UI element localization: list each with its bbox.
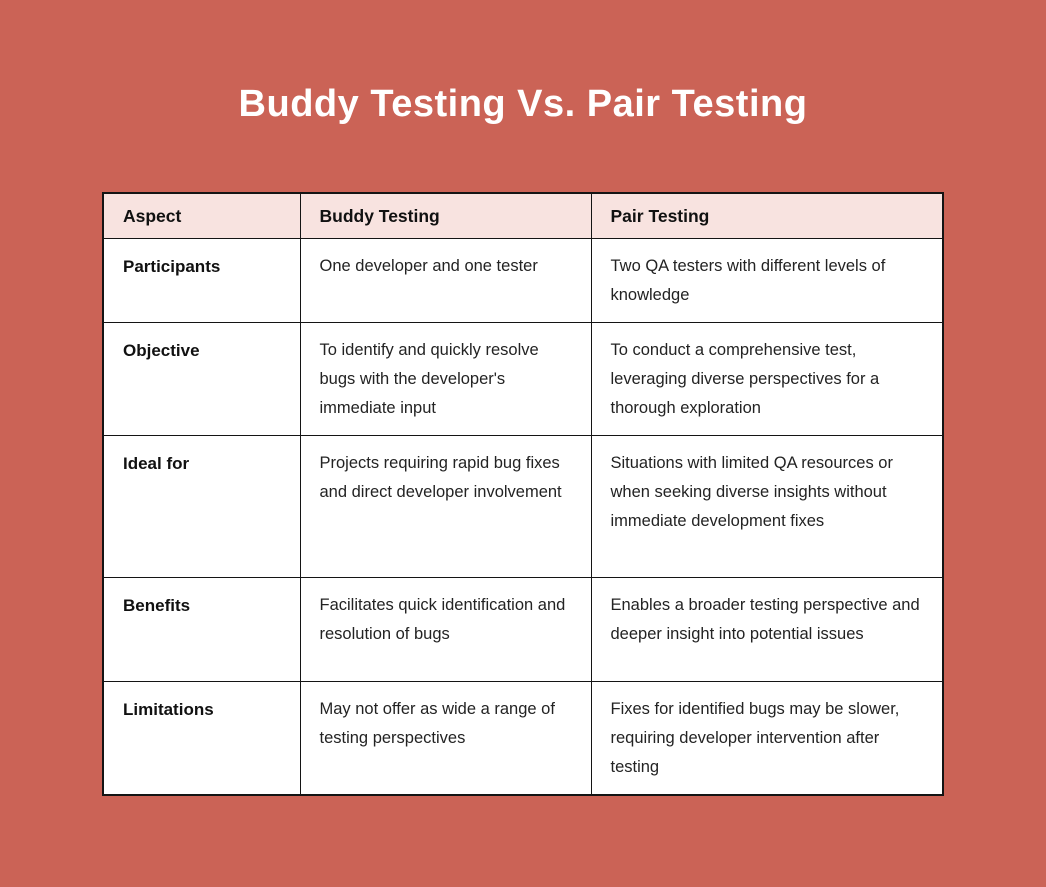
row-label: Limitations bbox=[102, 681, 301, 796]
pair-testing-cell: Situations with limited QA resources or … bbox=[590, 435, 944, 579]
table-row-objective: Objective To identify and quickly resolv… bbox=[102, 322, 944, 437]
table-header-row: Aspect Buddy Testing Pair Testing bbox=[102, 192, 944, 240]
buddy-testing-cell: May not offer as wide a range of testing… bbox=[299, 681, 592, 796]
table-row-ideal-for: Ideal for Projects requiring rapid bug f… bbox=[102, 435, 944, 579]
row-label: Benefits bbox=[102, 577, 301, 683]
pair-testing-cell: Two QA testers with different levels of … bbox=[590, 238, 944, 324]
row-label: Ideal for bbox=[102, 435, 301, 579]
buddy-testing-cell: Projects requiring rapid bug fixes and d… bbox=[299, 435, 592, 579]
pair-testing-cell: Enables a broader testing perspective an… bbox=[590, 577, 944, 683]
pair-testing-cell: To conduct a comprehensive test, leverag… bbox=[590, 322, 944, 437]
header-cell-aspect: Aspect bbox=[102, 192, 301, 240]
row-label: Participants bbox=[102, 238, 301, 324]
header-cell-pair-testing: Pair Testing bbox=[590, 192, 944, 240]
row-label: Objective bbox=[102, 322, 301, 437]
page-title: Buddy Testing Vs. Pair Testing bbox=[238, 83, 808, 125]
header-cell-buddy-testing: Buddy Testing bbox=[299, 192, 592, 240]
buddy-testing-cell: One developer and one tester bbox=[299, 238, 592, 324]
table-row-benefits: Benefits Facilitates quick identificatio… bbox=[102, 577, 944, 683]
pair-testing-cell: Fixes for identified bugs may be slower,… bbox=[590, 681, 944, 796]
comparison-table: Aspect Buddy Testing Pair Testing Partic… bbox=[102, 191, 944, 797]
table-row-participants: Participants One developer and one teste… bbox=[102, 238, 944, 324]
table-row-limitations: Limitations May not offer as wide a rang… bbox=[102, 681, 944, 796]
buddy-testing-cell: Facilitates quick identification and res… bbox=[299, 577, 592, 683]
buddy-testing-cell: To identify and quickly resolve bugs wit… bbox=[299, 322, 592, 437]
